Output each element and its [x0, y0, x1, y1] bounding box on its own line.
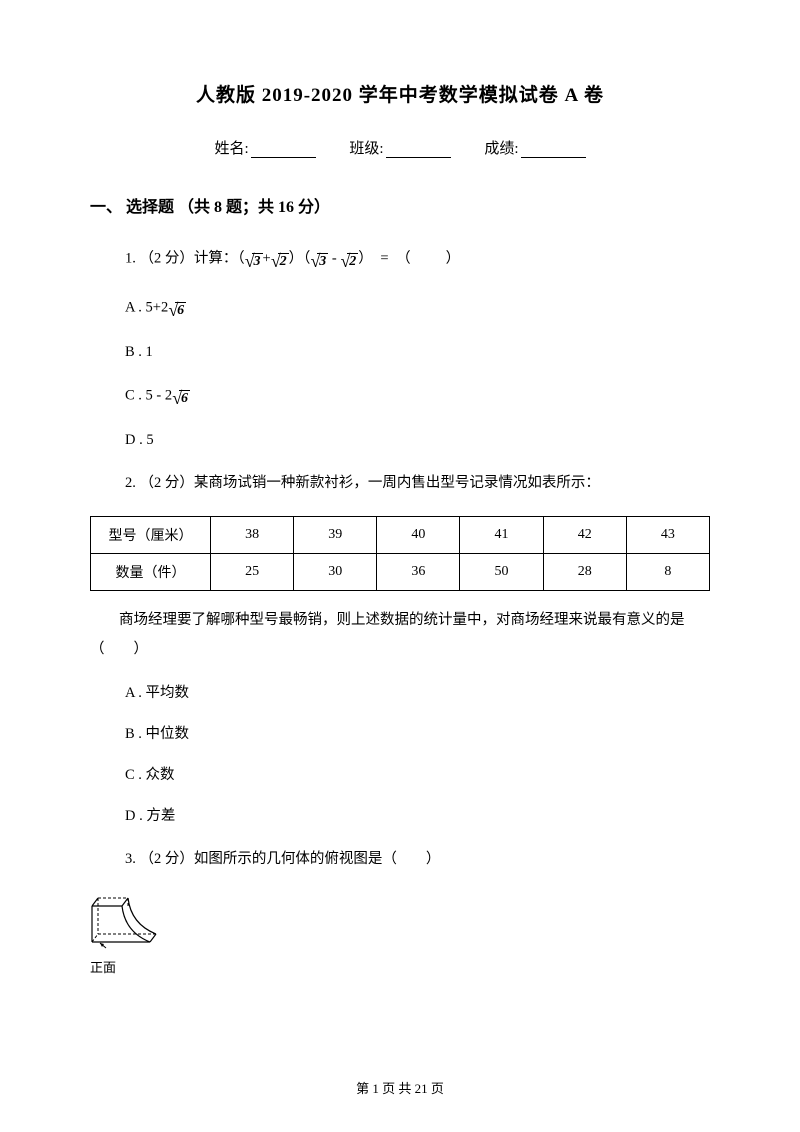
geometry-solid-icon — [90, 892, 165, 950]
table-cell: 39 — [294, 516, 377, 553]
q1-option-d: D . 5 — [125, 429, 710, 452]
q3-text: 3. （2 分）如图所示的几何体的俯视图是（ ） — [125, 851, 440, 867]
table-cell: 25 — [211, 553, 294, 590]
q1-optC-prefix: C . 5 - 2 — [125, 388, 172, 404]
sqrt3-icon: √3 — [245, 242, 263, 276]
score-blank[interactable] — [521, 157, 586, 158]
page-title: 人教版 2019-2020 学年中考数学模拟试卷 A 卷 — [90, 80, 710, 107]
table-cell: 28 — [543, 553, 626, 590]
sqrt3b-icon: √3 — [310, 242, 328, 276]
sqrt2-icon: √2 — [271, 242, 289, 276]
section-1-header: 一、 选择题 （共 8 题；共 16 分） — [90, 193, 710, 217]
score-label: 成绩: — [484, 141, 518, 157]
q2-option-a: A . 平均数 — [125, 682, 710, 705]
sqrt6a-icon: √6 — [168, 294, 186, 323]
table-cell: 42 — [543, 516, 626, 553]
row1-label: 型号（厘米） — [91, 516, 211, 553]
class-blank[interactable] — [386, 157, 451, 158]
q2-text: 2. （2 分）某商场试销一种新款衬衫，一周内售出型号记录情况如表所示： — [125, 475, 600, 491]
page-footer: 第 1 页 共 21 页 — [0, 1078, 800, 1097]
question-1: 1. （2 分）计算：（√3+√2）（√3 - √2） = （ ） — [125, 242, 710, 276]
q1-mid1: + — [263, 250, 271, 266]
q2-option-b: B . 中位数 — [125, 723, 710, 746]
table-cell: 36 — [377, 553, 460, 590]
name-blank[interactable] — [251, 157, 316, 158]
table-row: 数量（件） 25 30 36 50 28 8 — [91, 553, 710, 590]
table-cell: 43 — [626, 516, 709, 553]
q1-suffix: ） = （ ） — [358, 250, 462, 266]
sqrt2b-icon: √2 — [340, 242, 358, 276]
q2-option-c: C . 众数 — [125, 764, 710, 787]
table-cell: 50 — [460, 553, 543, 590]
table-cell: 8 — [626, 553, 709, 590]
row2-label: 数量（件） — [91, 553, 211, 590]
question-2: 2. （2 分）某商场试销一种新款衬衫，一周内售出型号记录情况如表所示： — [125, 470, 710, 498]
table-cell: 30 — [294, 553, 377, 590]
q2-followup: 商场经理要了解哪种型号最畅销，则上述数据的统计量中，对商场经理来说最有意义的是（… — [90, 606, 710, 664]
table-cell: 38 — [211, 516, 294, 553]
q1-mid2: ）（ — [289, 250, 311, 266]
table-cell: 41 — [460, 516, 543, 553]
student-info-row: 姓名: 班级: 成绩: — [90, 137, 710, 158]
class-label: 班级: — [349, 141, 383, 157]
q1-prefix: 1. （2 分）计算：（ — [125, 250, 245, 266]
q1-mid3: - — [328, 250, 340, 266]
figure-label: 正面 — [90, 957, 710, 976]
name-label: 姓名: — [214, 141, 248, 157]
table-cell: 40 — [377, 516, 460, 553]
q1-option-c: C . 5 - 2√6 — [125, 382, 710, 411]
q2-option-d: D . 方差 — [125, 805, 710, 828]
q1-option-b: B . 1 — [125, 341, 710, 364]
q1-option-a: A . 5+2√6 — [125, 294, 710, 323]
question-3: 3. （2 分）如图所示的几何体的俯视图是（ ） — [125, 846, 710, 874]
q1-optA-prefix: A . 5+2 — [125, 300, 168, 316]
table-row: 型号（厘米） 38 39 40 41 42 43 — [91, 516, 710, 553]
sqrt6c-icon: √6 — [172, 382, 190, 411]
q2-data-table: 型号（厘米） 38 39 40 41 42 43 数量（件） 25 30 36 … — [90, 516, 710, 591]
q3-figure: 正面 — [90, 892, 710, 976]
